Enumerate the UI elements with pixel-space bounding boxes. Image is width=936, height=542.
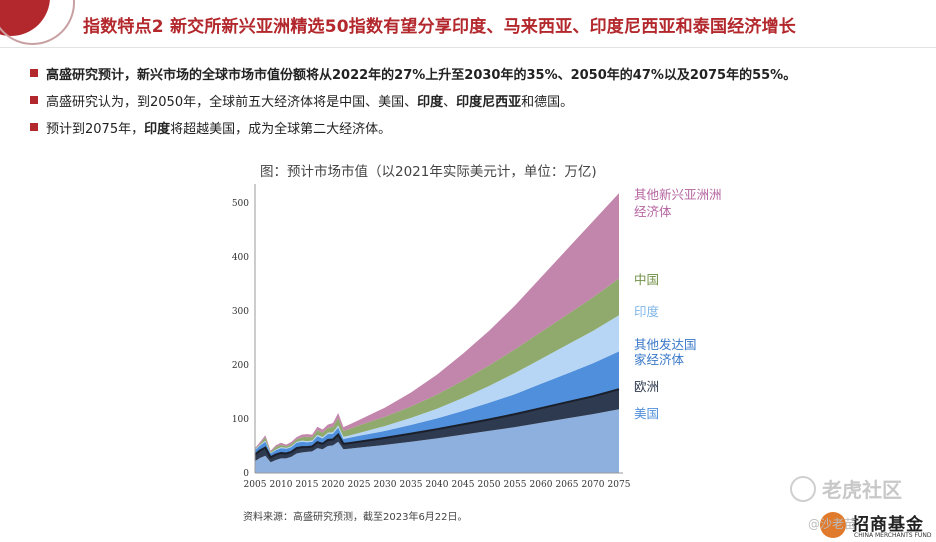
bullet-segment: 印度 xyxy=(417,95,444,110)
bullet-segment: 印度尼西亚 xyxy=(456,95,522,110)
brand-name-en: CHINA MERCHANTS FUND xyxy=(854,532,932,539)
x-tick-label: 2065 xyxy=(556,480,579,490)
bullet-marker xyxy=(30,96,38,104)
bullet-text: 高盛研究认为，到2050年，全球前五大经济体将是中国、美国、印度、印度尼西亚和德… xyxy=(46,91,573,110)
watermark: 老虎社区 xyxy=(790,474,930,504)
x-tick-label: 2050 xyxy=(478,480,501,490)
x-tick-label: 2030 xyxy=(374,480,397,490)
x-tick-label: 2025 xyxy=(348,480,371,490)
area-series xyxy=(255,409,619,473)
bullet-segment: 将超越美国，成为全球第二大经济体。 xyxy=(170,122,392,137)
area-series xyxy=(255,351,619,458)
brand-logo-icon xyxy=(820,512,846,538)
x-tick-label: 2015 xyxy=(296,480,319,490)
legend-label: 其他新兴亚洲洲 xyxy=(634,187,722,202)
user-watermark: @沙老苗 xyxy=(808,517,857,531)
europe-boundary-line xyxy=(254,388,620,459)
x-tick-label: 2070 xyxy=(582,480,605,490)
source-note: 资料来源：高盛研究预测，截至2023年6月22日。 xyxy=(243,512,468,523)
bullet-segment: 预计到2075年， xyxy=(46,122,145,137)
y-tick-label: 0 xyxy=(243,469,249,479)
x-tick-label: 2010 xyxy=(270,480,293,490)
y-tick-label: 500 xyxy=(232,199,249,209)
x-tick-label: 2045 xyxy=(452,480,475,490)
y-tick-label: 100 xyxy=(232,415,249,425)
y-tick-label: 200 xyxy=(232,361,249,371)
x-tick-label: 2005 xyxy=(244,480,267,490)
y-tick-label: 300 xyxy=(232,307,249,317)
bullet-segment: 高盛研究预计，新兴市场的全球市场市值份额将从2022年的27%上升至2030年的… xyxy=(46,68,797,83)
bullet-marker xyxy=(30,123,38,131)
legend-label: 经济体 xyxy=(634,204,672,219)
bullet-text: 预计到2075年，印度将超越美国，成为全球第二大经济体。 xyxy=(46,118,391,137)
x-tick-label: 2075 xyxy=(608,480,631,490)
legend-label: 中国 xyxy=(634,272,659,287)
y-tick-label: 400 xyxy=(232,253,249,263)
brand-name: 招商基金 xyxy=(852,515,924,535)
bullet-text: 高盛研究预计，新兴市场的全球市场市值份额将从2022年的27%上升至2030年的… xyxy=(46,64,796,83)
legend-label: 印度 xyxy=(634,304,660,319)
x-tick-label: 2060 xyxy=(530,480,553,490)
legend-label: 美国 xyxy=(634,406,659,421)
x-tick-label: 2035 xyxy=(400,480,423,490)
page-title: 指数特点2 新交所新兴亚洲精选50指数有望分享印度、马来西亚、印度尼西亚和泰国经… xyxy=(83,17,797,37)
bullet-segment: 高盛研究认为，到2050年，全球前五大经济体将是中国、美国、 xyxy=(46,95,418,110)
bullet-segment: 印度 xyxy=(144,122,171,137)
watermark-text: 老虎社区 xyxy=(822,478,902,502)
bullet-segment: 和德国。 xyxy=(521,95,574,110)
legend-label: 欧洲 xyxy=(634,379,659,394)
bullet-segment: 、 xyxy=(443,95,457,110)
area-series xyxy=(255,193,619,452)
bullet-marker xyxy=(30,69,38,77)
chart-title: 图：预计市场市值（以2021年实际美元计，单位：万亿) xyxy=(260,164,597,180)
legend-label: 其他发达国 xyxy=(634,337,697,352)
legend-label: 家经济体 xyxy=(634,352,685,367)
title-divider xyxy=(0,47,936,48)
x-tick-label: 2055 xyxy=(504,480,527,490)
tiger-community-icon xyxy=(790,476,816,502)
brand-logo: 招商基金 CHINA MERCHANTS FUND @沙老苗 xyxy=(808,510,934,542)
x-tick-label: 2040 xyxy=(426,480,449,490)
x-tick-label: 2020 xyxy=(322,480,345,490)
